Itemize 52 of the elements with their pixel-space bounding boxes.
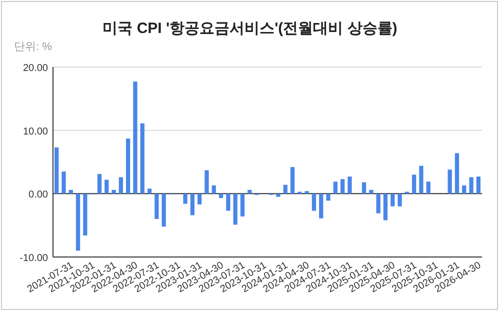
bar (212, 185, 216, 194)
y-tick-label: 10.00 (22, 126, 48, 138)
bar (204, 170, 209, 194)
bar (469, 177, 474, 194)
bar (198, 194, 202, 204)
bar (362, 182, 366, 194)
bar (283, 184, 288, 194)
bar (154, 194, 159, 219)
bar (112, 190, 116, 194)
bar (454, 153, 460, 194)
bar (83, 194, 88, 236)
bar (476, 176, 480, 194)
bar (340, 179, 345, 194)
bar (419, 166, 424, 194)
y-tick-label: -10.00 (20, 253, 48, 264)
bar (104, 180, 109, 194)
bar (462, 185, 466, 194)
bar (290, 167, 295, 194)
bar (383, 194, 388, 220)
y-tick-label: 20.00 (22, 63, 48, 74)
bar (333, 182, 338, 194)
bar (118, 177, 123, 194)
bar (412, 174, 416, 194)
bar (140, 123, 144, 194)
bar (133, 82, 138, 194)
bar (226, 194, 230, 211)
bar (54, 147, 59, 194)
bar (390, 194, 395, 206)
bar (233, 194, 238, 225)
bar (312, 194, 316, 211)
bar (97, 174, 102, 194)
bar (448, 170, 452, 194)
bar (126, 138, 130, 194)
bar (162, 194, 166, 227)
bar (326, 194, 330, 201)
bar (398, 194, 402, 206)
bar (183, 194, 188, 204)
bar (147, 188, 152, 194)
bar (376, 194, 380, 214)
bar (218, 194, 224, 198)
bar (319, 194, 324, 218)
bar (190, 194, 194, 216)
bar (76, 194, 80, 251)
bar (240, 194, 245, 216)
bar (276, 194, 280, 197)
y-axis-title: 단위: % (14, 41, 52, 53)
bar (62, 172, 66, 194)
bar (426, 182, 430, 194)
bar (348, 176, 352, 194)
bar (304, 191, 309, 194)
y-tick-label: 0.00 (28, 190, 48, 201)
chart-title: 미국 CPI '항공요금서비스'(전월대비 상승률) (102, 20, 398, 37)
